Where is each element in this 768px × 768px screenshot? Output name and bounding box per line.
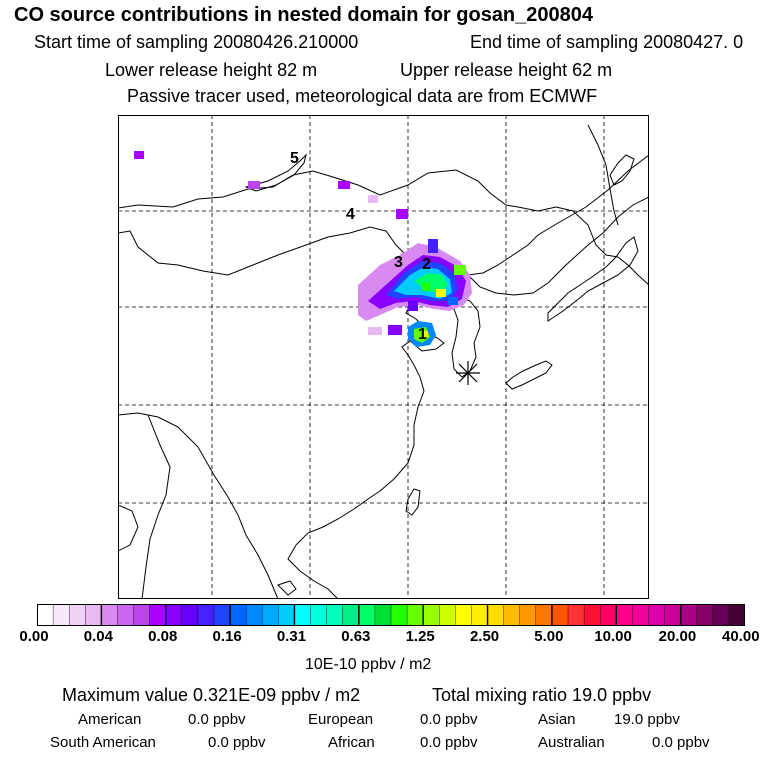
colorbar-tick-label: 0.31 bbox=[276, 628, 307, 645]
colorbar-tick-label: 10.00 bbox=[594, 628, 632, 645]
colorbar-cell bbox=[664, 604, 682, 626]
colorbar-tick-label: 0.00 bbox=[19, 628, 49, 645]
colorbar-tick-label: 2.50 bbox=[469, 628, 500, 645]
colorbar-cell bbox=[455, 604, 473, 626]
colorbar-tick-label: 1.25 bbox=[405, 628, 435, 645]
start-sampling-text: Start time of sampling 20080426.210000 bbox=[34, 32, 359, 52]
colorbar-cell bbox=[310, 604, 328, 626]
max-value-text: Maximum value 0.321E-09 ppbv / m2 bbox=[62, 685, 361, 705]
colorbar-units: 10E-10 ppbv / m2 bbox=[305, 656, 432, 673]
asian-value: 19.0 ppbv bbox=[614, 711, 680, 728]
colorbar-cell bbox=[599, 604, 617, 626]
colorbar-cell bbox=[680, 604, 698, 626]
colorbar-cell bbox=[342, 604, 360, 626]
coastlines-borders bbox=[118, 124, 649, 599]
colorbar-cell bbox=[52, 604, 70, 626]
colorbar-cell bbox=[229, 604, 247, 626]
european-value: 0.0 ppbv bbox=[420, 711, 478, 728]
colorbar-cell bbox=[696, 604, 714, 626]
colorbar-cell bbox=[390, 604, 408, 626]
colorbar-cell bbox=[535, 604, 553, 626]
south-american-label: South American bbox=[50, 734, 156, 751]
colorbar-tick-label: 0.16 bbox=[212, 628, 242, 645]
colorbar-cell bbox=[294, 604, 312, 626]
map-label-4: 4 bbox=[346, 206, 355, 223]
colorbar-cell bbox=[197, 604, 215, 626]
colorbar-tick-label: 20.00 bbox=[658, 628, 697, 645]
colorbar-cell bbox=[149, 604, 167, 626]
australian-value: 0.0 ppbv bbox=[652, 734, 710, 751]
colorbar-cell bbox=[551, 604, 569, 626]
colorbar-cell bbox=[632, 604, 650, 626]
source-contribution-map: 1 2 3 4 5 bbox=[118, 115, 649, 599]
colorbar-cell bbox=[712, 604, 730, 626]
colorbar-cell bbox=[374, 604, 392, 626]
colorbar-cell bbox=[422, 604, 440, 626]
american-value: 0.0 ppbv bbox=[188, 711, 246, 728]
tracer-note-text: Passive tracer used, meteorological data… bbox=[127, 86, 598, 106]
plot-title: CO source contributions in nested domain… bbox=[14, 4, 594, 26]
south-american-value: 0.0 ppbv bbox=[208, 734, 266, 751]
map-label-3: 3 bbox=[394, 254, 403, 271]
african-label: African bbox=[328, 734, 375, 751]
colorbar bbox=[37, 604, 745, 626]
colorbar-cell bbox=[648, 604, 666, 626]
african-value: 0.0 ppbv bbox=[420, 734, 478, 751]
colorbar-tick-label: 5.00 bbox=[534, 628, 564, 645]
colorbar-cell bbox=[616, 604, 633, 626]
colorbar-cell bbox=[262, 604, 279, 626]
colorbar-cell bbox=[181, 604, 199, 626]
colorbar-cell bbox=[213, 604, 231, 626]
american-label: American bbox=[78, 711, 142, 728]
lower-release-text: Lower release height 82 m bbox=[105, 60, 318, 80]
colorbar-cell bbox=[567, 604, 585, 626]
lat-lon-grid bbox=[118, 115, 649, 599]
colorbar-tick-label: 0.08 bbox=[148, 628, 178, 645]
colorbar-cell bbox=[519, 604, 537, 626]
colorbar-tick-label: 0.04 bbox=[83, 628, 113, 645]
colorbar-cell bbox=[487, 604, 505, 626]
colorbar-cell bbox=[326, 604, 344, 626]
asian-label: Asian bbox=[538, 711, 576, 728]
colorbar-cell bbox=[85, 604, 102, 626]
end-sampling-text: End time of sampling 20080427. 0 bbox=[470, 32, 744, 52]
european-label: European bbox=[308, 711, 374, 728]
colorbar-cell bbox=[583, 604, 601, 626]
colorbar-cell bbox=[358, 604, 376, 626]
colorbar-cell bbox=[165, 604, 183, 626]
map-label-1: 1 bbox=[418, 326, 427, 343]
colorbar-cell bbox=[68, 604, 86, 626]
asterisk-receptor-icon bbox=[456, 361, 480, 385]
upper-release-text: Upper release height 62 m bbox=[400, 60, 613, 80]
colorbar-tick-label: 40.00 bbox=[722, 628, 760, 645]
colorbar-cell bbox=[406, 604, 424, 626]
colorbar-cell bbox=[439, 604, 456, 626]
colorbar-cell bbox=[471, 604, 489, 626]
colorbar-cell bbox=[37, 604, 54, 626]
colorbar-cell bbox=[278, 604, 296, 626]
colorbar-cell bbox=[728, 604, 745, 626]
colorbar-cell bbox=[245, 604, 263, 626]
colorbar-cell bbox=[117, 604, 135, 626]
map-label-2: 2 bbox=[422, 256, 431, 273]
contribution-plume bbox=[134, 151, 472, 347]
total-mixing-text: Total mixing ratio 19.0 ppbv bbox=[432, 685, 652, 705]
colorbar-cell bbox=[101, 604, 119, 626]
australian-label: Australian bbox=[538, 734, 605, 751]
colorbar-cell bbox=[133, 604, 151, 626]
colorbar-tick-label: 0.63 bbox=[341, 628, 371, 645]
colorbar-cell bbox=[503, 604, 521, 626]
map-label-5: 5 bbox=[290, 150, 299, 167]
map-frame bbox=[118, 115, 649, 599]
